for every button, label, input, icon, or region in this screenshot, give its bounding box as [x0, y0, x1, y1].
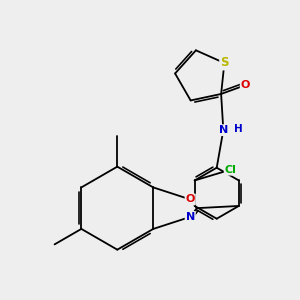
Text: N: N [186, 212, 195, 222]
Text: H: H [234, 124, 243, 134]
Text: N: N [219, 125, 228, 135]
Text: O: O [241, 80, 250, 90]
Text: S: S [220, 56, 229, 70]
Text: O: O [185, 194, 195, 204]
Text: Cl: Cl [225, 165, 236, 175]
